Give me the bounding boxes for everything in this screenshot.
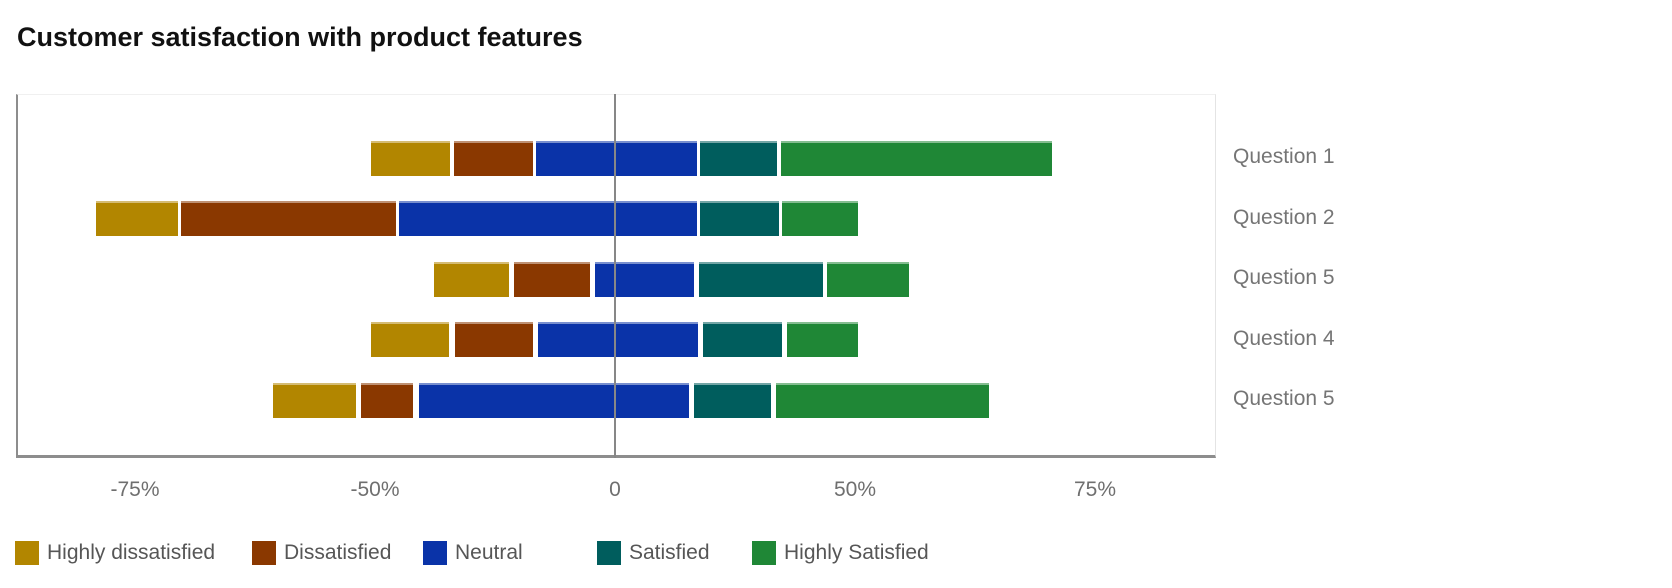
legend-label: Satisfied [629,541,710,564]
legend-item-highly-satisfied[interactable]: Highly Satisfied [752,541,929,567]
bar-segment-satisfied[interactable] [700,140,778,176]
bar-segment-dissatisfied[interactable] [514,261,590,297]
legend-swatch-icon [423,541,447,565]
legend-label: Dissatisfied [284,541,392,564]
category-label-2: Question 5 [1233,266,1335,289]
bar-segment-highly-dissatisfied[interactable] [272,382,356,418]
bar-segment-highly-satisfied[interactable] [782,201,858,236]
category-label-3: Question 4 [1233,326,1335,350]
bar-segment-satisfied[interactable] [700,201,780,236]
legend-label: Highly Satisfied [784,541,929,564]
bar-segment-neutral[interactable] [535,140,698,176]
bar-segment-satisfied[interactable] [694,382,771,418]
bar-segment-dissatisfied[interactable] [455,322,533,357]
category-label-1: Question 2 [1233,205,1335,229]
legend-item-highly-dissatisfied[interactable]: Highly dissatisfied [15,541,215,567]
bar-segment-satisfied[interactable] [702,322,782,357]
bar-segment-highly-satisfied[interactable] [775,382,989,418]
legend-item-neutral[interactable]: Neutral [423,541,523,567]
legend-item-dissatisfied[interactable]: Dissatisfied [252,541,391,567]
legend-swatch-icon [597,541,621,565]
bar-segment-neutral[interactable] [594,261,695,297]
bar-segment-highly-dissatisfied[interactable] [371,140,450,176]
bar-segment-dissatisfied[interactable] [361,382,413,418]
legend-swatch-icon [752,541,776,565]
zero-baseline [614,94,616,458]
bar-segment-highly-dissatisfied[interactable] [434,261,509,297]
x-tick-label-4: 75% [1073,478,1117,501]
legend-item-satisfied[interactable]: Satisfied [597,541,710,567]
bar-segment-neutral[interactable] [538,322,698,357]
bar-segment-neutral[interactable] [399,201,698,236]
x-tick-label-3: 50% [833,478,877,501]
category-label-4: Question 5 [1233,387,1335,410]
legend-label: Neutral [455,541,523,564]
bar-segment-highly-dissatisfied[interactable] [371,322,449,357]
bar-segment-highly-satisfied[interactable] [786,322,858,357]
bar-segment-dissatisfied[interactable] [181,201,397,236]
legend-swatch-icon [252,541,276,565]
legend-swatch-icon [15,541,39,565]
x-tick-label-1: -50% [350,478,400,501]
legend-label: Highly dissatisfied [47,541,216,564]
bar-segment-neutral[interactable] [419,382,689,418]
bar-segment-highly-satisfied[interactable] [781,140,1052,176]
bar-segment-satisfied[interactable] [699,261,823,297]
x-tick-label-2: 0 [609,478,621,501]
chart-title: Customer satisfaction with product featu… [17,22,583,52]
bar-segment-dissatisfied[interactable] [454,140,533,176]
category-label-0: Question 1 [1233,145,1335,168]
bar-segment-highly-dissatisfied[interactable] [96,201,179,236]
x-tick-label-0: -75% [110,478,160,501]
bar-segment-highly-satisfied[interactable] [827,261,910,297]
